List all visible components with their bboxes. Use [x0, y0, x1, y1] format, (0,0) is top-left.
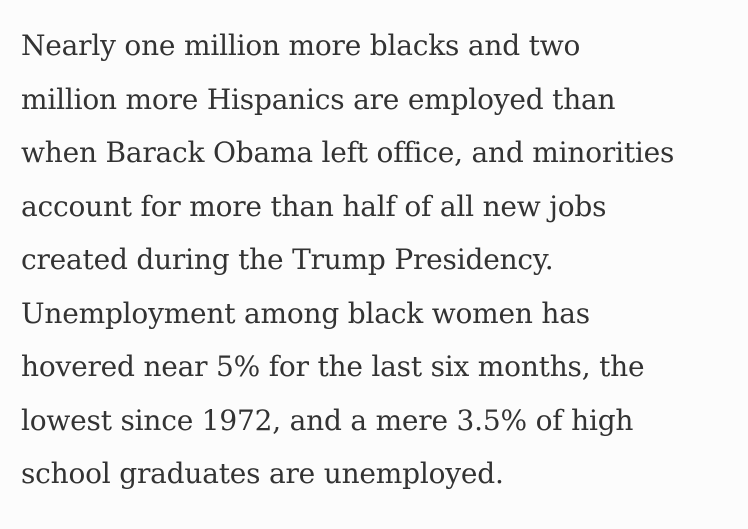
- text-line: Unemployment among black women has: [21, 296, 590, 330]
- text-line: when Barack Obama left office, and minor…: [21, 136, 675, 169]
- text-line: created during the Trump Presidency.: [21, 243, 554, 276]
- text-line: school graduates are unemployed.: [21, 457, 504, 490]
- text-line: lowest since 1972, and a mere 3.5% of hi…: [21, 403, 634, 437]
- text-line: account for more than half of all new jo…: [21, 189, 607, 223]
- text-line: hovered near 5% for the last six months,…: [21, 350, 645, 383]
- text-line: Nearly one million more blacks and two: [21, 29, 581, 62]
- text-line: million more Hispanics are employed than: [21, 82, 616, 116]
